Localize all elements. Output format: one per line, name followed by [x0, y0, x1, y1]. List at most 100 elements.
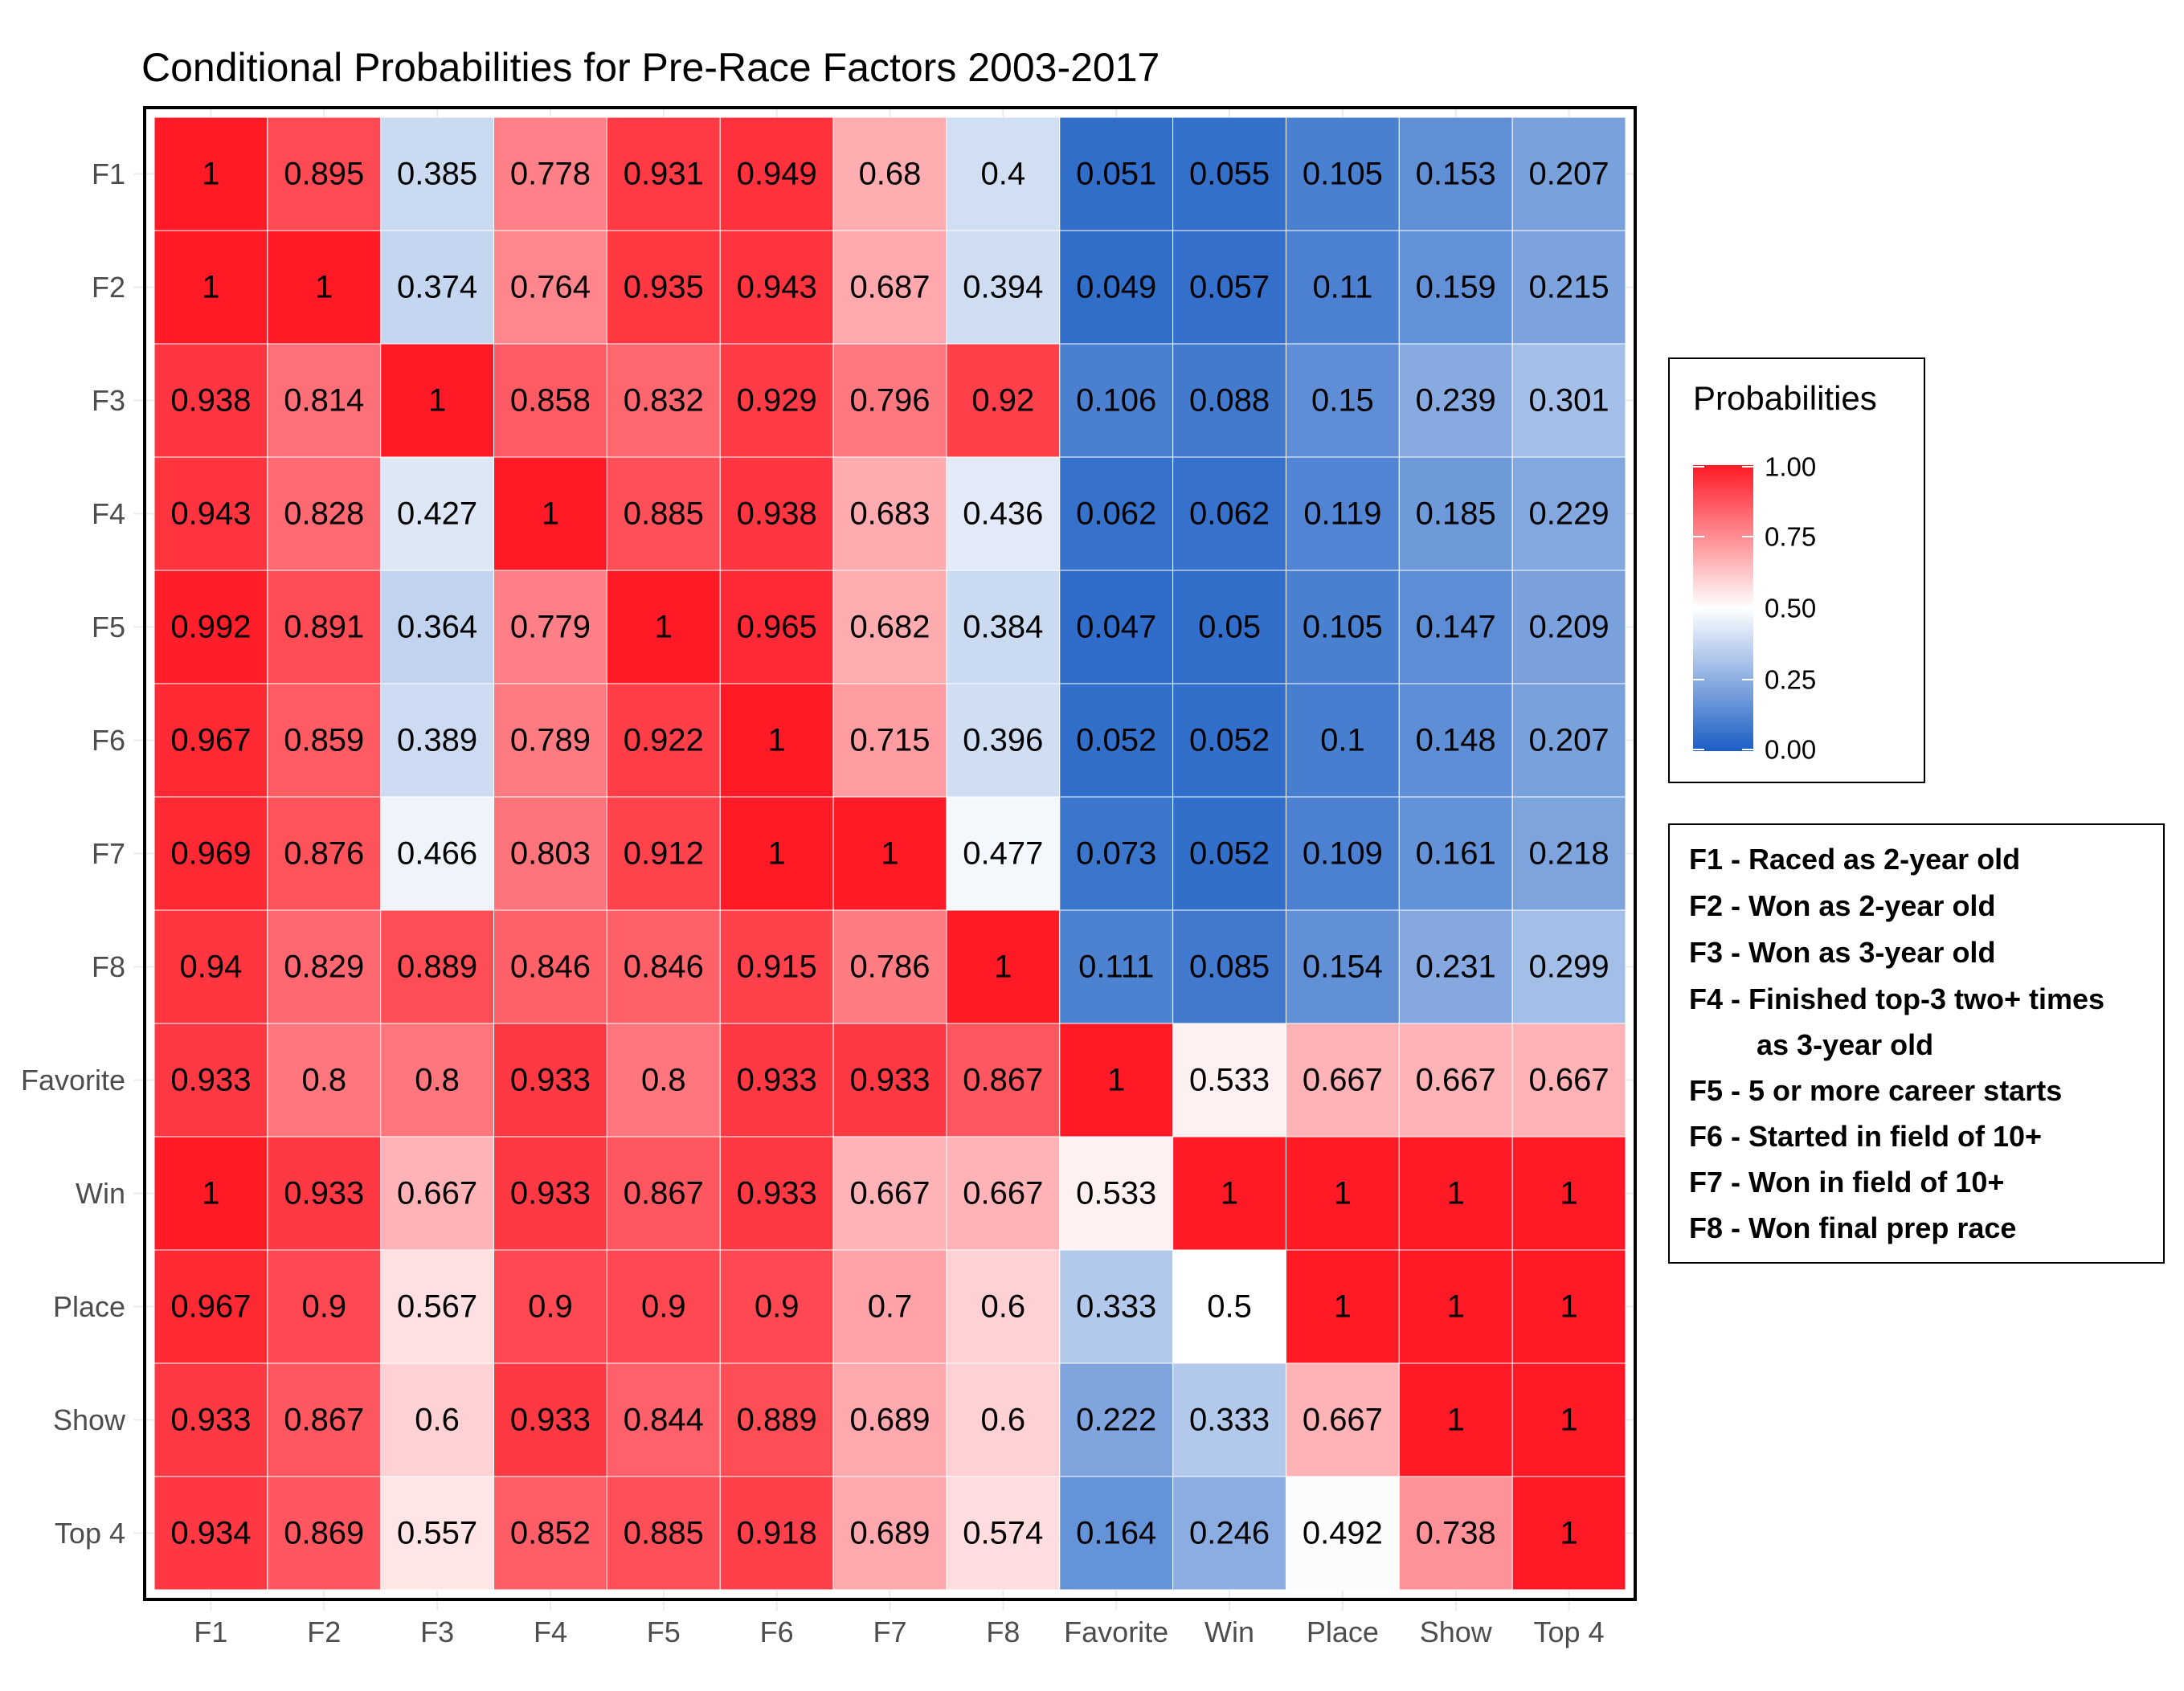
heatmap-cell-show-f3 — [380, 1362, 495, 1477]
cell-value-label: 0.154 — [1303, 950, 1383, 985]
heatmap-cell-f7-f8 — [946, 796, 1061, 911]
cell-value-label: 0.111 — [1078, 950, 1154, 985]
cell-value-label: 0.949 — [737, 157, 817, 192]
heatmap-cell-f7-win — [1172, 796, 1286, 911]
cell-value-label: 0.689 — [849, 1516, 930, 1551]
heatmap-cell-f4-f3 — [380, 456, 495, 571]
heatmap-cell-f8-f1 — [153, 909, 268, 1024]
heatmap-cell-f6-f7 — [832, 683, 947, 798]
cell-value-label: 0.533 — [1076, 1176, 1156, 1211]
cell-value-label: 0.246 — [1189, 1516, 1270, 1551]
cell-value-label: 1 — [1447, 1289, 1465, 1325]
heatmap-cell-win-f2 — [267, 1136, 382, 1251]
heatmap-cell-f1-place — [1285, 116, 1400, 231]
heatmap-cell-f8-top-4 — [1511, 909, 1626, 1024]
cell-value-label: 0.088 — [1189, 383, 1270, 419]
cell-value-label: 0.9 — [755, 1289, 800, 1325]
heatmap-cell-f2-f2 — [267, 230, 382, 345]
cell-value-label: 0.778 — [510, 157, 591, 192]
cell-value-label: 0.844 — [624, 1403, 704, 1438]
cell-value-label: 0.055 — [1189, 157, 1270, 192]
heatmap-cell-f3-place — [1285, 343, 1400, 458]
heatmap-cell-f7-f7 — [832, 796, 947, 911]
heatmap-cell-f6-place — [1285, 683, 1400, 798]
cell-value-label: 0.427 — [397, 496, 477, 532]
heatmap-cell-f3-show — [1398, 343, 1513, 458]
heatmap-cell-f3-top-4 — [1511, 343, 1626, 458]
heatmap-cell-top-4-top-4 — [1511, 1476, 1626, 1591]
cell-value-label: 0.992 — [170, 610, 251, 645]
cell-value-label: 0.231 — [1416, 950, 1496, 985]
panel-border — [143, 106, 1637, 1601]
heatmap-cell-f8-favorite — [1059, 909, 1174, 1024]
heatmap-cell-show-show — [1398, 1362, 1513, 1477]
heatmap-cell-f4-f6 — [719, 456, 834, 571]
cell-value-label: 0.1 — [1320, 723, 1365, 758]
heatmap-cell-f7-f1 — [153, 796, 268, 911]
cell-value-label: 0.106 — [1076, 383, 1156, 419]
cell-value-label: 0.967 — [170, 1289, 251, 1325]
heatmap-cell-top-4-f2 — [267, 1476, 382, 1591]
heatmap-cell-show-top-4 — [1511, 1362, 1626, 1477]
cell-value-label: 0.94 — [179, 950, 242, 985]
cell-value-label: 0.814 — [284, 383, 364, 419]
heatmap-cell-f4-win — [1172, 456, 1286, 571]
cell-value-label: 0.222 — [1076, 1403, 1156, 1438]
cell-value-label: 0.049 — [1076, 270, 1156, 305]
x-tick-label-show: Show — [1420, 1615, 1493, 1648]
cell-value-label: 0.867 — [624, 1176, 704, 1211]
heatmap-cell-f4-f4 — [493, 456, 607, 571]
x-tick-label-f6: F6 — [760, 1615, 794, 1648]
cell-value-label: 0.574 — [963, 1516, 1043, 1551]
cell-value-label: 0.062 — [1189, 496, 1270, 532]
cell-value-label: 0.557 — [397, 1516, 477, 1551]
cell-value-label: 0.667 — [1416, 1063, 1496, 1098]
heatmap-cell-f1-f7 — [832, 116, 947, 231]
heatmap-cell-f6-win — [1172, 683, 1286, 798]
x-tick-label-f8: F8 — [986, 1615, 1020, 1648]
cell-value-label: 1 — [315, 270, 333, 305]
heatmap-cell-win-f7 — [832, 1136, 947, 1251]
cell-value-label: 1 — [428, 383, 446, 419]
cell-value-label: 0.931 — [624, 157, 704, 192]
heatmap-cell-place-f2 — [267, 1249, 382, 1364]
cell-value-label: 0.764 — [510, 270, 591, 305]
heatmap-cell-place-f6 — [719, 1249, 834, 1364]
cell-value-label: 0.858 — [510, 383, 591, 419]
cell-value-label: 1 — [768, 723, 786, 758]
heatmap-cell-win-place — [1285, 1136, 1400, 1251]
heatmap-cell-f8-win — [1172, 909, 1286, 1024]
cell-value-label: 1 — [994, 950, 1012, 985]
heatmap-cell-show-f5 — [606, 1362, 721, 1477]
cell-value-label: 0.159 — [1416, 270, 1496, 305]
cell-value-label: 0.364 — [397, 610, 477, 645]
cell-value-label: 0.436 — [963, 496, 1043, 532]
heatmap-cell-f6-top-4 — [1511, 683, 1626, 798]
heatmap-cell-f2-f8 — [946, 230, 1061, 345]
heatmap-cell-favorite-f6 — [719, 1023, 834, 1138]
cell-value-label: 0.933 — [510, 1403, 591, 1438]
heatmap-cell-labels: 1 0.895 0.385 0.778 0.931 0.949 0.68 0.4 0.051 0.… — [170, 157, 1609, 1551]
x-tick-label-f7: F7 — [873, 1615, 906, 1648]
cell-value-label: 0.933 — [849, 1063, 930, 1098]
cell-value-label: 0.667 — [1303, 1403, 1383, 1438]
cell-value-label: 0.153 — [1416, 157, 1496, 192]
heatmap-cell-win-f5 — [606, 1136, 721, 1251]
cell-value-label: 0.828 — [284, 496, 364, 532]
heatmap-cell-show-f7 — [832, 1362, 947, 1477]
heatmap-cell-f4-place — [1285, 456, 1400, 571]
cell-value-label: 0.9 — [528, 1289, 573, 1325]
factor-key: F1 - Raced as 2-year old F2 - Won as 2-y… — [1668, 823, 2165, 1264]
cell-value-label: 0.4 — [981, 157, 1026, 192]
heatmap-cell-f7-f3 — [380, 796, 495, 911]
cell-value-label: 0.779 — [510, 610, 591, 645]
y-tick-label-f7: F7 — [92, 837, 125, 870]
heatmap-cell-favorite-win — [1172, 1023, 1286, 1138]
legend-tick-label: 0.50 — [1765, 594, 1816, 623]
heatmap-cell-top-4-win — [1172, 1476, 1286, 1591]
y-tick-label-show: Show — [53, 1403, 126, 1436]
heatmap-cell-f7-f5 — [606, 796, 721, 911]
heatmap-cell-f5-win — [1172, 570, 1286, 684]
